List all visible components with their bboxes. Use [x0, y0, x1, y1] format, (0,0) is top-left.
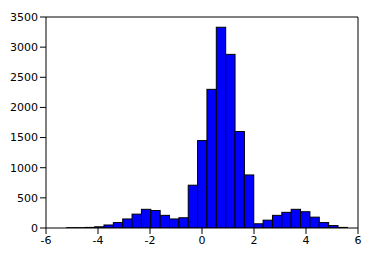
svg-text:-2: -2: [145, 234, 156, 247]
svg-text:-6: -6: [41, 234, 52, 247]
svg-text:2500: 2500: [10, 71, 38, 84]
svg-text:6: 6: [355, 234, 362, 247]
svg-text:0: 0: [199, 234, 206, 247]
svg-text:4: 4: [303, 234, 310, 247]
svg-text:1000: 1000: [10, 162, 38, 175]
svg-text:1500: 1500: [10, 131, 38, 144]
svg-text:3500: 3500: [10, 11, 38, 24]
svg-text:3000: 3000: [10, 41, 38, 54]
svg-text:-4: -4: [93, 234, 104, 247]
svg-text:0: 0: [31, 222, 38, 235]
svg-text:500: 500: [17, 192, 38, 205]
svg-text:2: 2: [251, 234, 258, 247]
svg-text:2000: 2000: [10, 101, 38, 114]
